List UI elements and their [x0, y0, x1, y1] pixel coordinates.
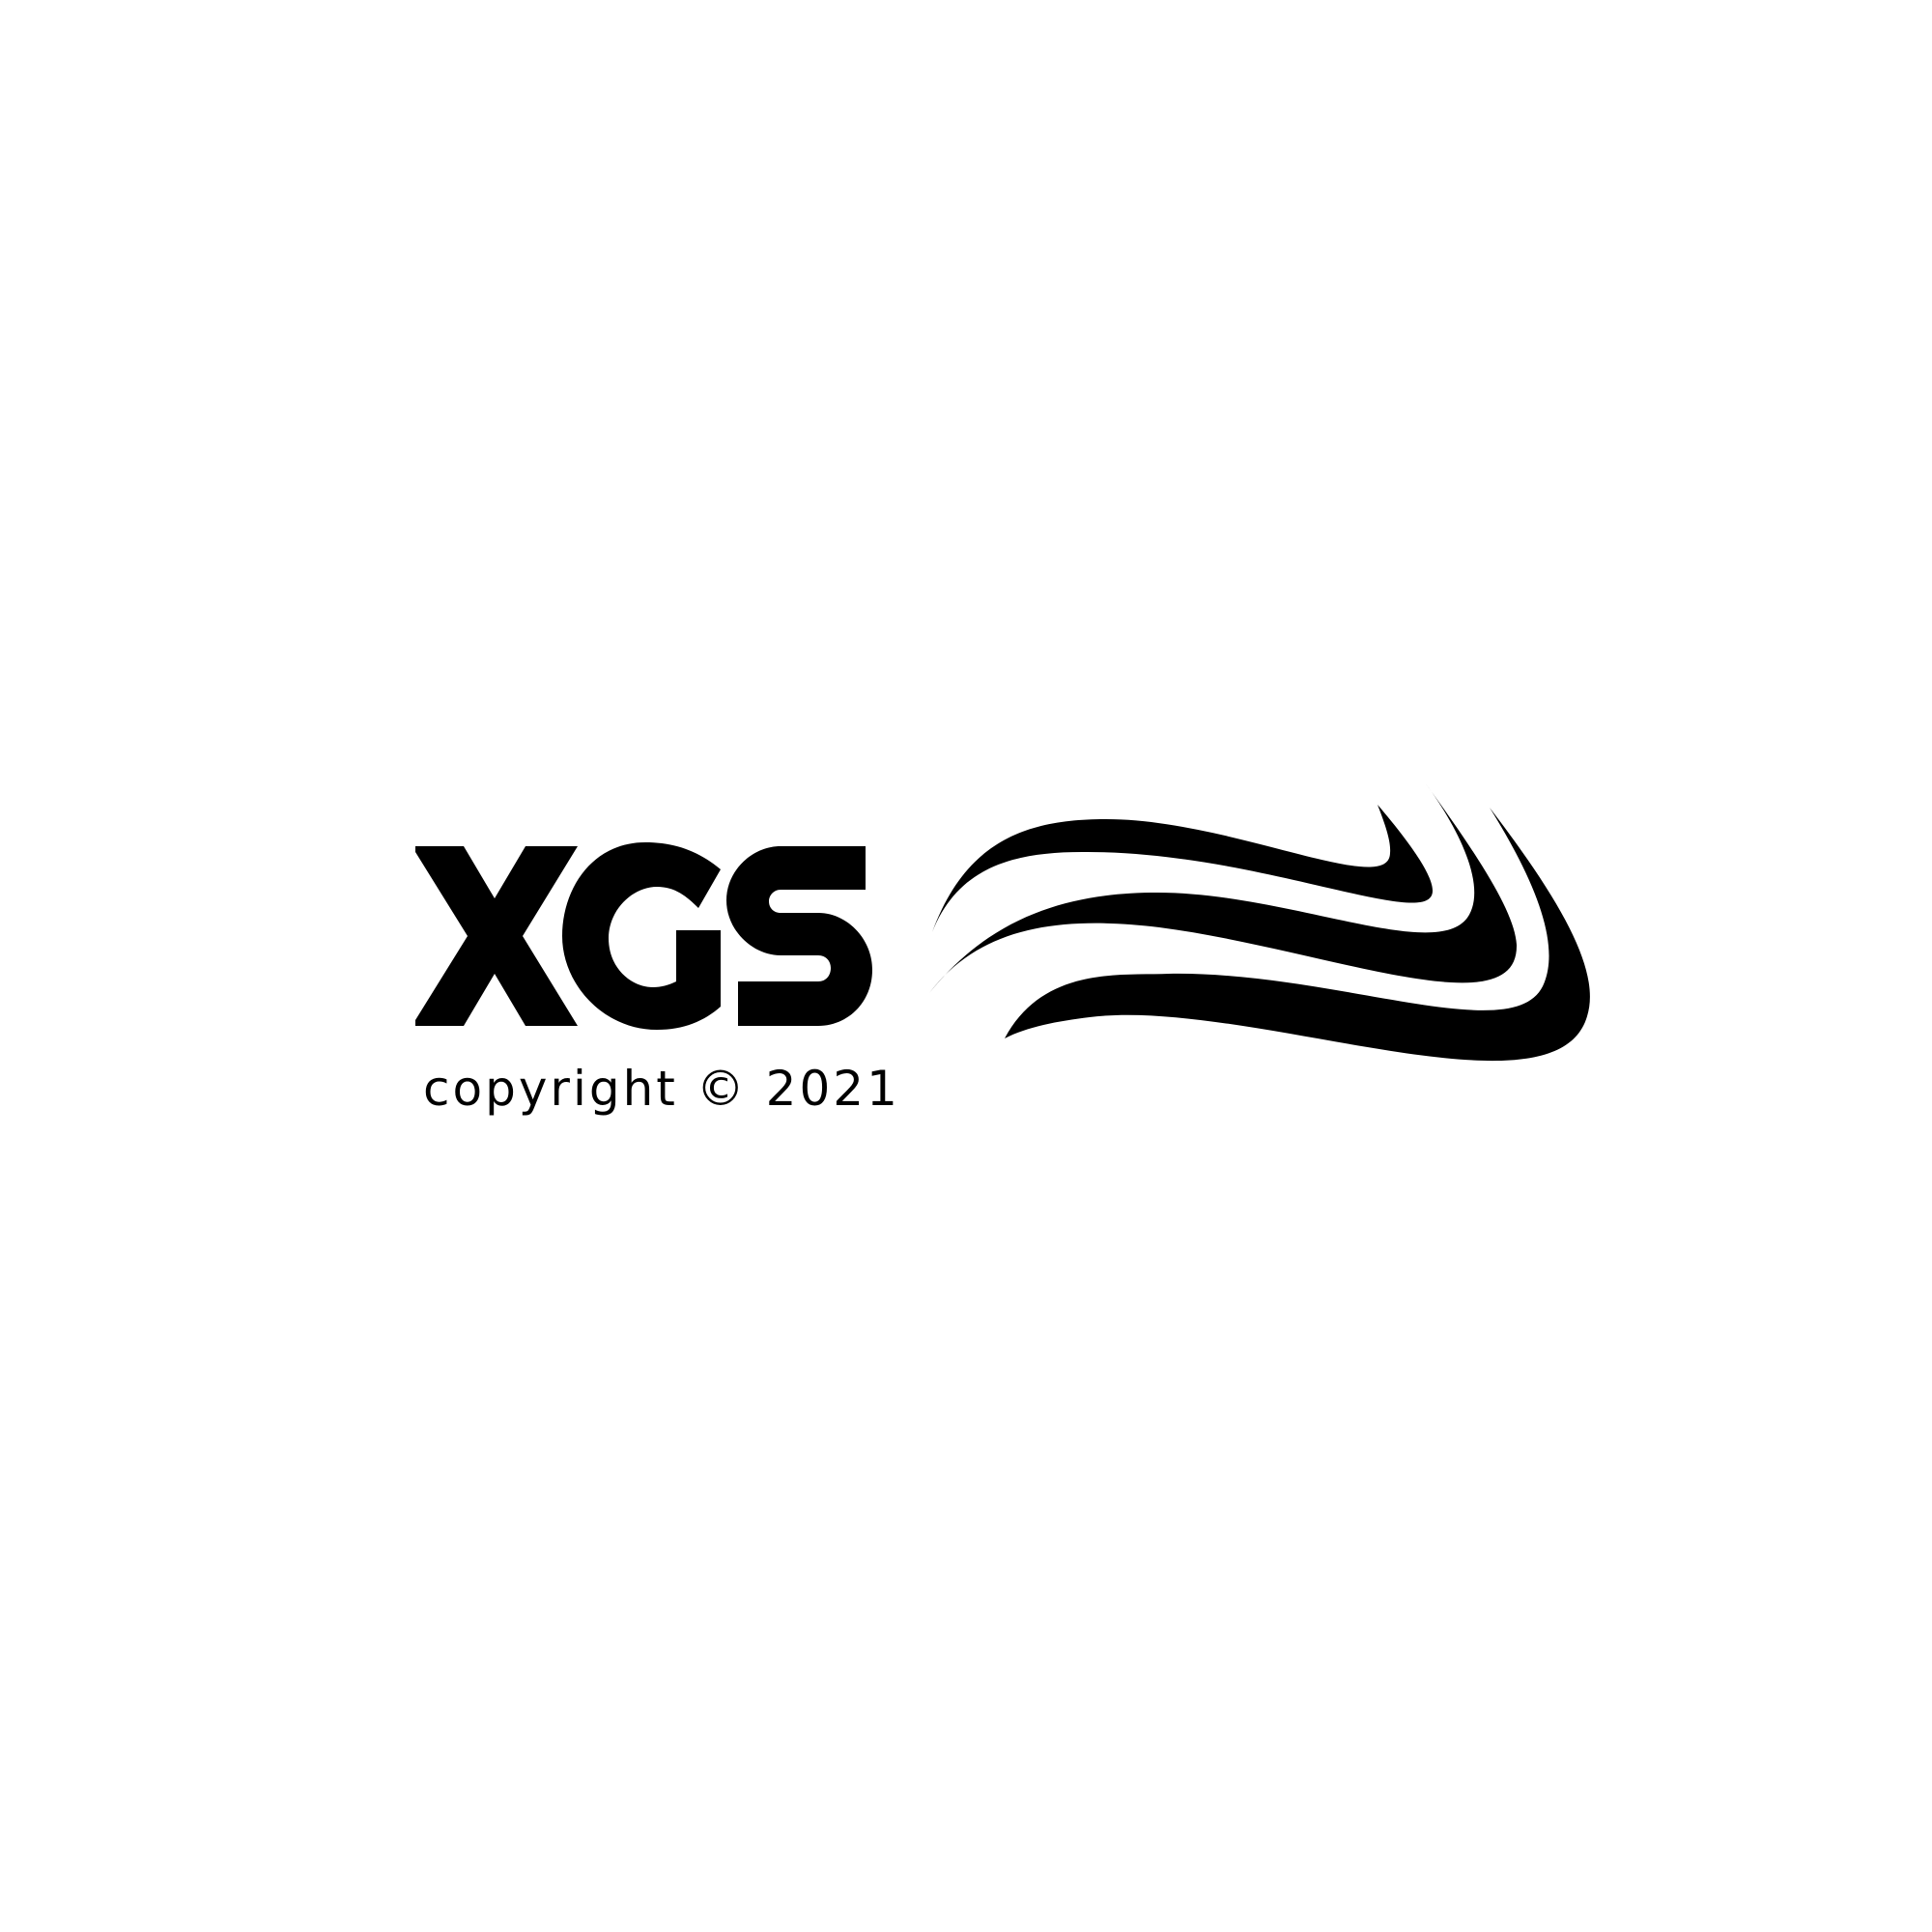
letter-s — [726, 846, 872, 1026]
copyright-notice: copyright © 2021 — [423, 1061, 900, 1117]
letter-g — [562, 842, 721, 1030]
wave-middle — [929, 782, 1518, 993]
wordmark-xgs — [415, 842, 872, 1030]
wave-emblem — [929, 782, 1590, 1062]
wave-bottom — [1005, 808, 1590, 1062]
wave-top — [932, 805, 1433, 932]
letter-x — [415, 846, 578, 1026]
